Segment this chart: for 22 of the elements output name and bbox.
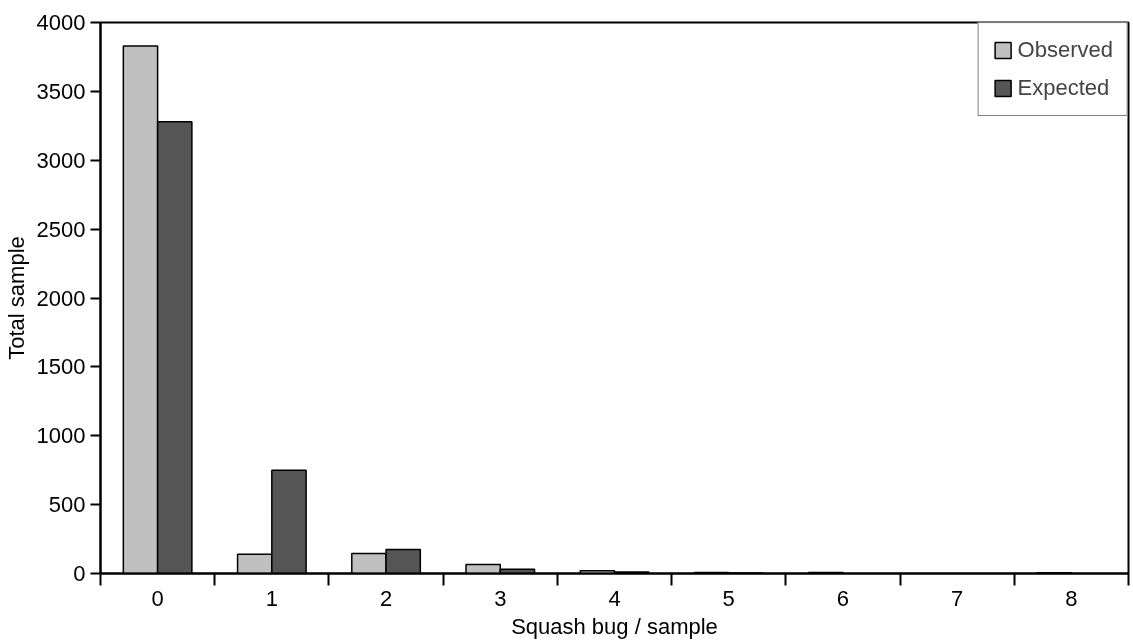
x-axis-title: Squash bug / sample — [511, 613, 718, 639]
x-tick-label: 5 — [722, 585, 735, 611]
legend-label: Expected — [1017, 75, 1110, 101]
y-tick-label: 0 — [73, 561, 86, 586]
y-tick-label: 3000 — [36, 147, 86, 173]
y-tick-label: 3500 — [36, 78, 86, 104]
x-tick-label: 4 — [608, 585, 621, 611]
y-tick-label: 4000 — [36, 10, 86, 35]
y-axis-title: Total sample — [3, 236, 29, 360]
x-tick-label: 3 — [494, 585, 507, 611]
y-tick-label: 500 — [48, 492, 86, 518]
x-tick-label: 0 — [151, 585, 164, 611]
y-tick-label: 1000 — [36, 423, 86, 449]
x-tick-label: 1 — [265, 585, 278, 611]
y-tick-label: 2000 — [36, 285, 86, 311]
x-tick-label: 6 — [836, 585, 850, 611]
x-tick-label: 2 — [379, 585, 393, 611]
x-tick-label: 7 — [951, 585, 964, 611]
y-tick-label: 2500 — [36, 216, 86, 242]
legend-label: Observed — [1017, 37, 1113, 63]
x-tick-label: 8 — [1065, 585, 1078, 611]
y-tick-label: 1500 — [36, 354, 86, 380]
